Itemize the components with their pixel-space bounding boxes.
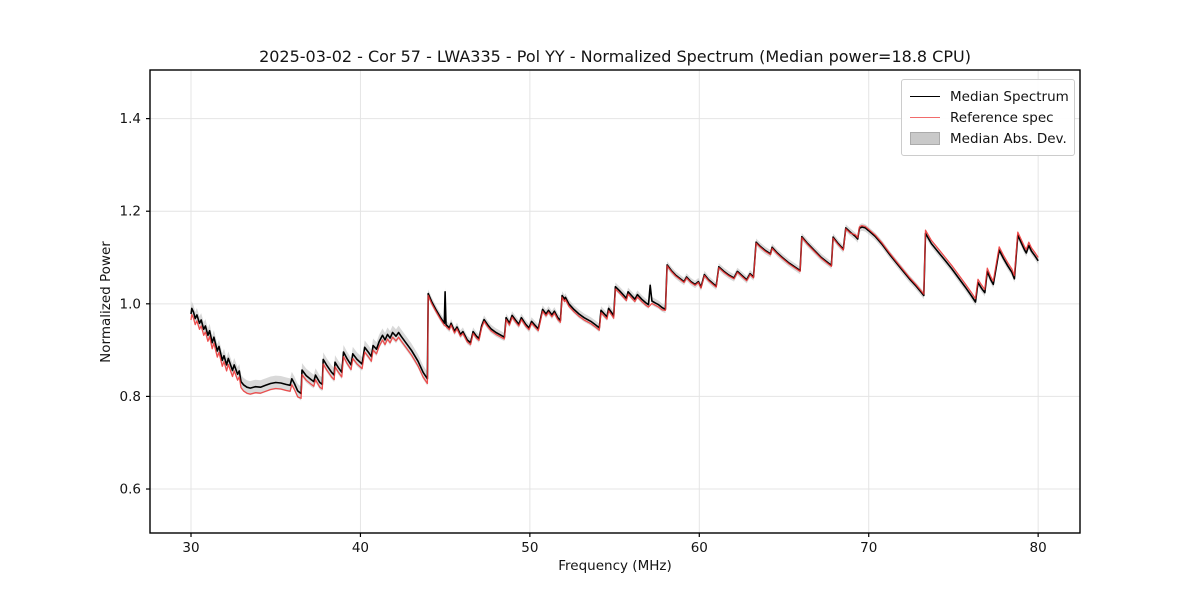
legend-label: Reference spec: [950, 109, 1054, 126]
legend-label: Median Spectrum: [950, 88, 1069, 105]
y-axis-label: Normalized Power: [98, 241, 114, 363]
plot-border: [149, 69, 1081, 534]
legend-item-median-spectrum: Median Spectrum: [910, 86, 1069, 107]
y-tick-label: 0.6: [120, 482, 141, 498]
y-tick-label: 1.4: [120, 111, 141, 127]
legend: Median Spectrum Reference spec Median Ab…: [901, 79, 1075, 156]
x-tick-label: 30: [182, 540, 199, 556]
mad-patch-swatch-icon: [910, 132, 940, 145]
chart-title: 2025-03-02 - Cor 57 - LWA335 - Pol YY - …: [259, 47, 971, 66]
x-tick-label: 80: [1030, 540, 1047, 556]
x-tick-label: 50: [521, 540, 538, 556]
y-tick-label: 1.0: [120, 296, 141, 312]
x-tick-label: 60: [691, 540, 708, 556]
median-line-swatch-icon: [910, 96, 940, 97]
legend-label: Median Abs. Dev.: [950, 130, 1067, 147]
reference-line-swatch-icon: [910, 117, 940, 118]
x-tick-label: 70: [860, 540, 877, 556]
legend-item-reference-spec: Reference spec: [910, 107, 1066, 128]
x-tick-label: 40: [352, 540, 369, 556]
x-axis-label: Frequency (MHz): [558, 558, 672, 574]
y-tick-label: 0.8: [120, 389, 141, 405]
reference-spec-line: [190, 224, 1039, 399]
y-tick-label: 1.2: [120, 204, 141, 220]
legend-item-median-abs-dev: Median Abs. Dev.: [910, 128, 1067, 149]
